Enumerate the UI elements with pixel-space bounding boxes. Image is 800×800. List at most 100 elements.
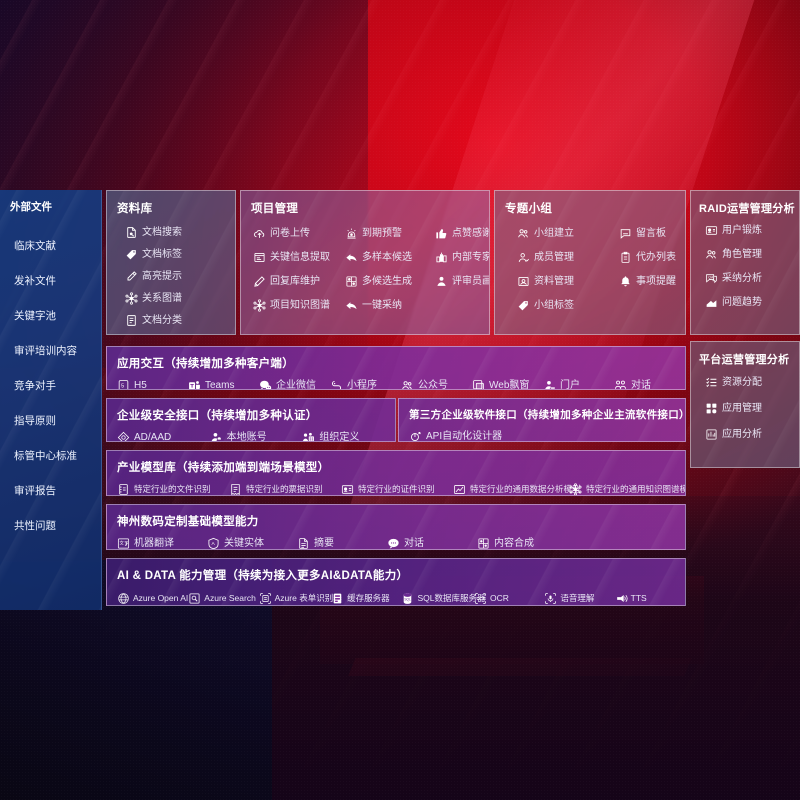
model-item-id-recognition[interactable]: 特定行业的证件识别 bbox=[341, 483, 453, 495]
security-item-organization[interactable]: 组织定义 bbox=[302, 431, 395, 441]
project-item-multi-sample-candidate[interactable]: 多样本候选 bbox=[345, 251, 435, 264]
ai-item-tts[interactable]: TTS bbox=[615, 592, 685, 605]
ai-item-label: 语音理解 bbox=[560, 593, 595, 604]
trend-chart-icon bbox=[705, 296, 718, 309]
raid-item-issue-trend[interactable]: 问题趋势 bbox=[705, 296, 799, 309]
interaction-item-mini-program[interactable]: 小程序 bbox=[330, 379, 401, 389]
interaction-item-label: Web飘窗 bbox=[489, 379, 530, 390]
team-item-group-tag[interactable]: 小组标签 bbox=[517, 299, 619, 312]
base-item-machine-translate[interactable]: 文 机器翻译 bbox=[117, 537, 207, 549]
ai-item-azure-open-ai[interactable]: Azure Open AI bbox=[117, 592, 188, 605]
model-item-knowledge-graph-model[interactable]: 特定行业的通用知识图谱模型 bbox=[569, 483, 685, 495]
project-item-knowledge-graph[interactable]: 项目知识图谱 bbox=[253, 299, 345, 312]
sidebar-item-standards-center[interactable]: 标管中心标准 bbox=[14, 450, 77, 462]
third-party-item-api-designer[interactable]: API自动化设计器 bbox=[409, 430, 502, 441]
project-item-multi-candidate-gen[interactable]: 多候选生成 bbox=[345, 275, 435, 288]
ai-item-cache-server[interactable]: 缓存服务器 bbox=[331, 592, 401, 605]
form-recognizer-icon bbox=[259, 592, 272, 605]
library-item-relation-graph[interactable]: 关系图谱 bbox=[125, 292, 235, 305]
project-item-thanks[interactable]: 点赞感谢 bbox=[435, 227, 489, 240]
interaction-item-teams[interactable]: Teams bbox=[188, 379, 259, 390]
panel-platform-title: 平台运营管理分析 bbox=[699, 354, 790, 366]
interaction-item-label: 对话 bbox=[631, 379, 651, 390]
interaction-item-web-popup[interactable]: Web飘窗 bbox=[472, 379, 543, 390]
sidebar-item-review-report[interactable]: 审评报告 bbox=[14, 485, 56, 497]
interaction-item-portal[interactable]: 门户 bbox=[543, 379, 614, 390]
ai-item-speech-understanding[interactable]: 语音理解 bbox=[544, 592, 614, 605]
base-item-summary[interactable]: 摘要 bbox=[297, 537, 387, 549]
project-item-label: 一键采纳 bbox=[362, 299, 402, 311]
interaction-item-official-account[interactable]: 公众号 bbox=[401, 379, 472, 389]
library-item-label: 文档标签 bbox=[142, 248, 182, 260]
team-item-member-manage[interactable]: 成员管理 bbox=[517, 251, 619, 264]
ai-item-label: Azure Open AI bbox=[133, 593, 189, 604]
sidebar-item-clinical-literature[interactable]: 临床文献 bbox=[14, 240, 56, 252]
security-item-ad-aad[interactable]: AD/AAD bbox=[117, 431, 210, 441]
svg-text:OCR: OCR bbox=[476, 596, 486, 601]
row-model-items: 特定行业的文件识别 特定行业的票据识别 特定行业的证件识别 特定行业的通用数据分… bbox=[107, 475, 685, 495]
raid-item-label: 角色管理 bbox=[722, 248, 762, 260]
base-item-label: 内容合成 bbox=[494, 537, 534, 549]
model-item-receipt-recognition[interactable]: 特定行业的票据识别 bbox=[229, 483, 341, 495]
generate-grid-icon bbox=[345, 275, 358, 288]
row-model-title: 产业模型库（持续添加端到端场景模型） bbox=[117, 462, 330, 474]
ad-shield-icon bbox=[117, 431, 130, 441]
team-item-group-create[interactable]: 小组建立 bbox=[517, 227, 619, 240]
raid-item-label: 采纳分析 bbox=[722, 272, 762, 284]
team-item-message-board[interactable]: 留言板 bbox=[619, 227, 685, 240]
interaction-item-label: 门户 bbox=[560, 379, 580, 390]
base-item-dialog[interactable]: 对话 bbox=[387, 537, 477, 549]
team-item-reminder[interactable]: 事项提醒 bbox=[619, 275, 685, 288]
project-item-expert-ranking[interactable]: 内部专家排名 bbox=[435, 251, 489, 264]
raid-item-adoption-analysis[interactable]: QA 采纳分析 bbox=[705, 272, 799, 285]
highlight-pen-icon bbox=[125, 270, 138, 283]
platform-item-app-manage[interactable]: 应用管理 bbox=[705, 402, 799, 415]
platform-item-app-analysis[interactable]: 应用分析 bbox=[705, 428, 799, 441]
interaction-item-dialog[interactable]: 对话 bbox=[614, 379, 685, 390]
model-item-data-analysis-model[interactable]: 特定行业的通用数据分析模型 bbox=[453, 483, 581, 495]
interaction-item-label: Teams bbox=[205, 379, 235, 390]
project-item-reviewer-profile[interactable]: 评审员画像 bbox=[435, 275, 489, 288]
project-item-label: 评审员画像 bbox=[452, 275, 489, 287]
library-item-document-search[interactable]: 文档搜索 bbox=[125, 226, 235, 239]
library-item-document-category[interactable]: 文档分类 bbox=[125, 314, 235, 327]
sidebar-item-keyword-pool[interactable]: 关键字池 bbox=[14, 310, 56, 322]
sidebar-item-guidelines[interactable]: 指导原则 bbox=[14, 415, 56, 427]
platform-item-resource-allocation[interactable]: 资源分配 bbox=[705, 376, 799, 389]
sidebar-item-supplement-docs[interactable]: 发补文件 bbox=[14, 275, 56, 287]
base-item-key-entity[interactable]: A 关键实体 bbox=[207, 537, 297, 549]
row-app-interaction: 应用交互（持续增加多种客户端） 5 H5 Teams 企业微信 小程序 公众号 bbox=[106, 346, 686, 390]
raid-item-role-manage[interactable]: 角色管理 bbox=[705, 248, 799, 261]
team-item-label: 小组标签 bbox=[534, 299, 574, 311]
sidebar-item-competitors[interactable]: 竞争对手 bbox=[14, 380, 56, 392]
id-card-recognition-icon bbox=[341, 483, 354, 495]
team-item-todo-list[interactable]: 代办列表 bbox=[619, 251, 685, 264]
library-item-highlight[interactable]: 高亮提示 bbox=[125, 270, 235, 283]
project-item-questionnaire-upload[interactable]: 问卷上传 bbox=[253, 227, 345, 240]
ai-item-azure-search[interactable]: Azure Search bbox=[188, 592, 258, 605]
document-search-icon bbox=[125, 226, 138, 239]
security-item-local-account[interactable]: 本地账号 bbox=[210, 431, 303, 441]
project-item-reply-library[interactable]: 回复库维护 bbox=[253, 275, 345, 288]
model-item-file-recognition[interactable]: 特定行业的文件识别 bbox=[117, 483, 229, 495]
project-item-expiry-alert[interactable]: 到期预警 bbox=[345, 227, 435, 240]
ai-item-ocr[interactable]: OCR OCR bbox=[474, 592, 544, 605]
ranking-bar-icon bbox=[435, 251, 448, 264]
bell-icon bbox=[619, 275, 632, 288]
team-item-archive-manage[interactable]: 资料管理 bbox=[517, 275, 619, 288]
project-item-one-click-adopt[interactable]: 一键采纳 bbox=[345, 299, 435, 312]
sidebar-item-review-training[interactable]: 审评培训内容 bbox=[14, 345, 77, 357]
ai-item-form-recognizer[interactable]: Azure 表单识别器 bbox=[259, 592, 342, 605]
sidebar-item-common-issues[interactable]: 共性问题 bbox=[14, 520, 56, 532]
project-item-key-info-extract[interactable]: 关键信息提取 bbox=[253, 251, 345, 264]
library-item-document-tag[interactable]: 文档标签 bbox=[125, 248, 235, 261]
interaction-item-wechat-work[interactable]: 企业微信 bbox=[259, 379, 330, 389]
team-item-label: 事项提醒 bbox=[636, 275, 676, 287]
raid-item-user-training[interactable]: 用户锻炼 bbox=[705, 224, 799, 237]
team-item-label: 成员管理 bbox=[534, 251, 574, 263]
base-item-content-synthesis[interactable]: 内容合成 bbox=[477, 537, 567, 549]
interaction-item-h5[interactable]: 5 H5 bbox=[117, 379, 188, 389]
cloud-upload-icon bbox=[253, 227, 266, 240]
model-item-label: 特定行业的通用数据分析模型 bbox=[470, 484, 581, 495]
ai-item-sql-database[interactable]: SQL SQL数据库服务器 bbox=[401, 592, 486, 605]
